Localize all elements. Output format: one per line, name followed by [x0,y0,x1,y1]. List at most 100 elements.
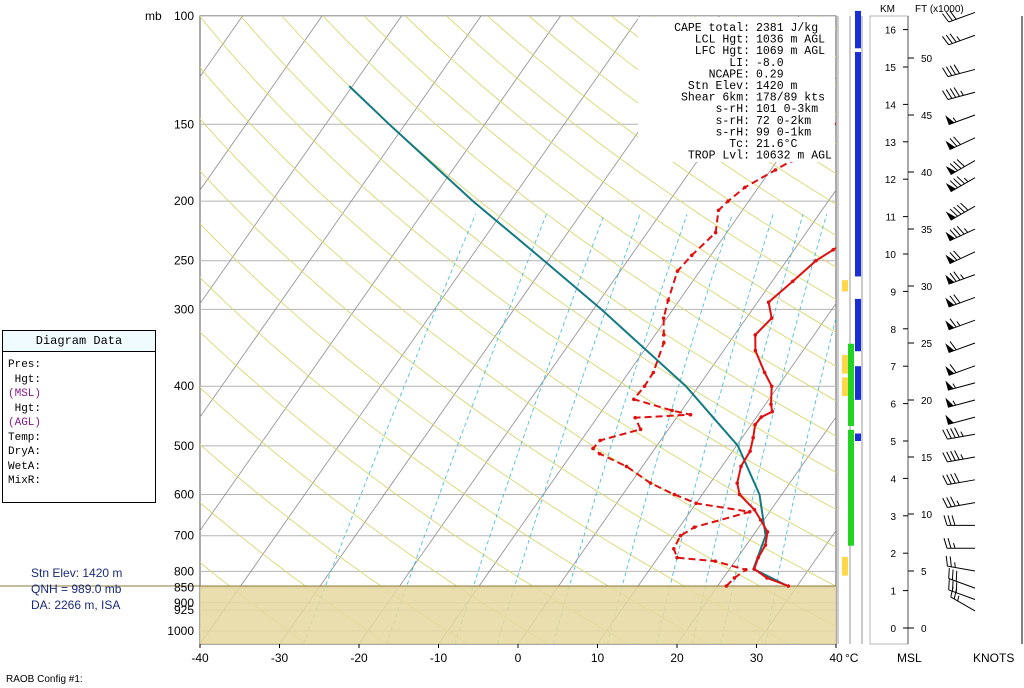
barb-half-feather [953,543,956,549]
temperature-point [756,555,760,560]
barb-half-feather [952,383,957,389]
index-value: 1069 m AGL [756,45,825,58]
temp-tick-label: 30 [750,651,764,665]
dewpoint-point [713,230,718,235]
barb-staff [947,382,976,391]
cloud-column [837,10,863,644]
temp-tick-label: 10 [591,651,605,665]
pressure-tick-label: 300 [174,302,194,316]
barb-feather [953,87,960,97]
dd-temp: Temp: [8,431,42,444]
pressure-tick-label: 900 [174,596,194,610]
dd-msl: (MSL) [8,388,42,400]
wind-barb [945,225,976,242]
dewpoint-point [694,501,698,506]
temp-tick-label: 0 [515,651,522,665]
temperature-point [769,316,774,320]
barb-feather [946,497,952,507]
temperature-point [769,402,773,407]
dewpoint-point [671,546,676,551]
mixing-ratio-line [607,214,733,644]
kft-tick-label: 15 [921,453,933,464]
barb-half-feather [952,117,957,123]
km-tick-label: 11 [886,213,897,224]
station-density-altitude: DA: 2266 m, ISA [31,598,121,612]
barb-feather [949,10,957,20]
cloud-band-icing [842,280,848,292]
isotherm-line [200,16,402,305]
barb-feather [945,89,953,99]
dewpoint-point [882,58,886,62]
pressure-tick-label: 800 [174,564,194,578]
dd-pres: Pres: [8,359,42,371]
kft-tick-label: 35 [921,225,933,236]
cloud-band-high [855,10,861,49]
index-label: CAPE total: [674,22,750,35]
temperature-point [791,279,795,284]
barb-feather [947,538,952,549]
mixing-ratio-line [552,214,688,644]
temperature-point [786,584,791,588]
temperature-point [770,409,774,414]
pressure-tick-label: 500 [174,439,194,453]
temperature-point [737,492,742,497]
barb-feather [948,568,950,579]
barb-staff [948,34,976,46]
temperature-point [831,248,835,252]
msl-label: MSL [897,651,922,665]
wind-barb [950,586,976,612]
height-scale-frame [869,15,909,645]
dewpoint-point [675,555,679,560]
cloud-band-icing [842,354,848,374]
index-value: 2381 J/kg [756,22,818,35]
isotherm-line [200,16,482,418]
barb-feather [953,64,960,74]
dewpoint-point [675,269,680,273]
dewpoint-point [716,208,721,213]
temperature-point [763,543,768,547]
station-info: Stn Elev: 1420 m QNH = 989.0 mb DA: 2266… [31,565,122,613]
barb-pennant [945,380,954,391]
cloud-band-high [855,433,861,441]
barb-feather [950,450,956,461]
dewpoint-point [692,525,697,529]
dewpoint-point [726,199,730,203]
barb-feather [942,67,949,77]
temperature-point [752,507,757,512]
barb-staff [948,589,976,600]
axes: 1001502002503004005006007008008509009251… [167,9,843,665]
wind-barb [945,318,976,331]
dd-agl: (AGL) [8,417,42,429]
dewpoint-point [666,298,670,303]
dewpoint-point [624,464,629,469]
dd-hgt-agl: Hgt: [8,402,42,415]
barb-feather [951,580,954,592]
barb-half-feather [954,562,956,568]
barb-pennant [945,320,955,330]
wind-barb [945,114,976,126]
index-label: s-rH: [715,115,750,128]
barb-feather [942,475,948,485]
barb-pennant [945,115,955,125]
wind-barbs [942,10,976,612]
dewpoint-point [597,451,602,456]
cloud-band-icing [842,556,848,576]
barb-half-feather [956,36,961,41]
barb-feather [951,569,954,580]
wind-barb [943,538,975,549]
index-value: 101 0-3km [756,103,818,116]
dry-adiabat-line [200,66,836,548]
kft-tick-label: 45 [921,111,933,122]
barb-feather [950,473,956,484]
pressure-unit-label: mb [145,9,162,23]
cloud-band-high [855,366,861,400]
parcel-line [348,85,789,587]
index-label: LI: [729,57,750,70]
wind-barb [942,10,976,23]
barb-half-feather [956,321,961,326]
km-tick-label: 1 [890,587,896,598]
index-label: NCAPE: [709,68,750,81]
temperature-point [962,151,966,155]
dewpoint-point [651,370,656,375]
barb-half-feather [963,177,969,183]
